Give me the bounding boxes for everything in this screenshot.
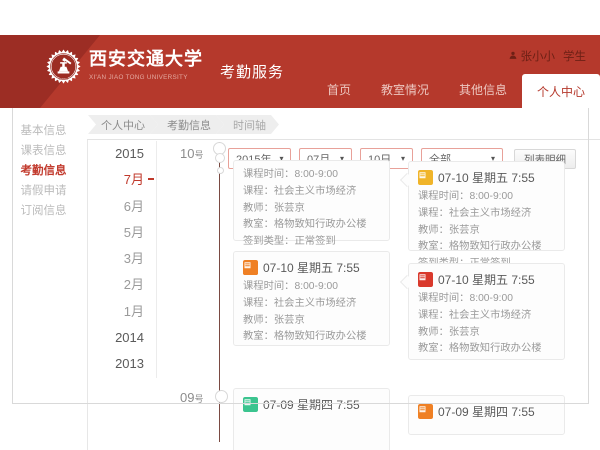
svg-text:1896: 1896 — [59, 75, 69, 80]
